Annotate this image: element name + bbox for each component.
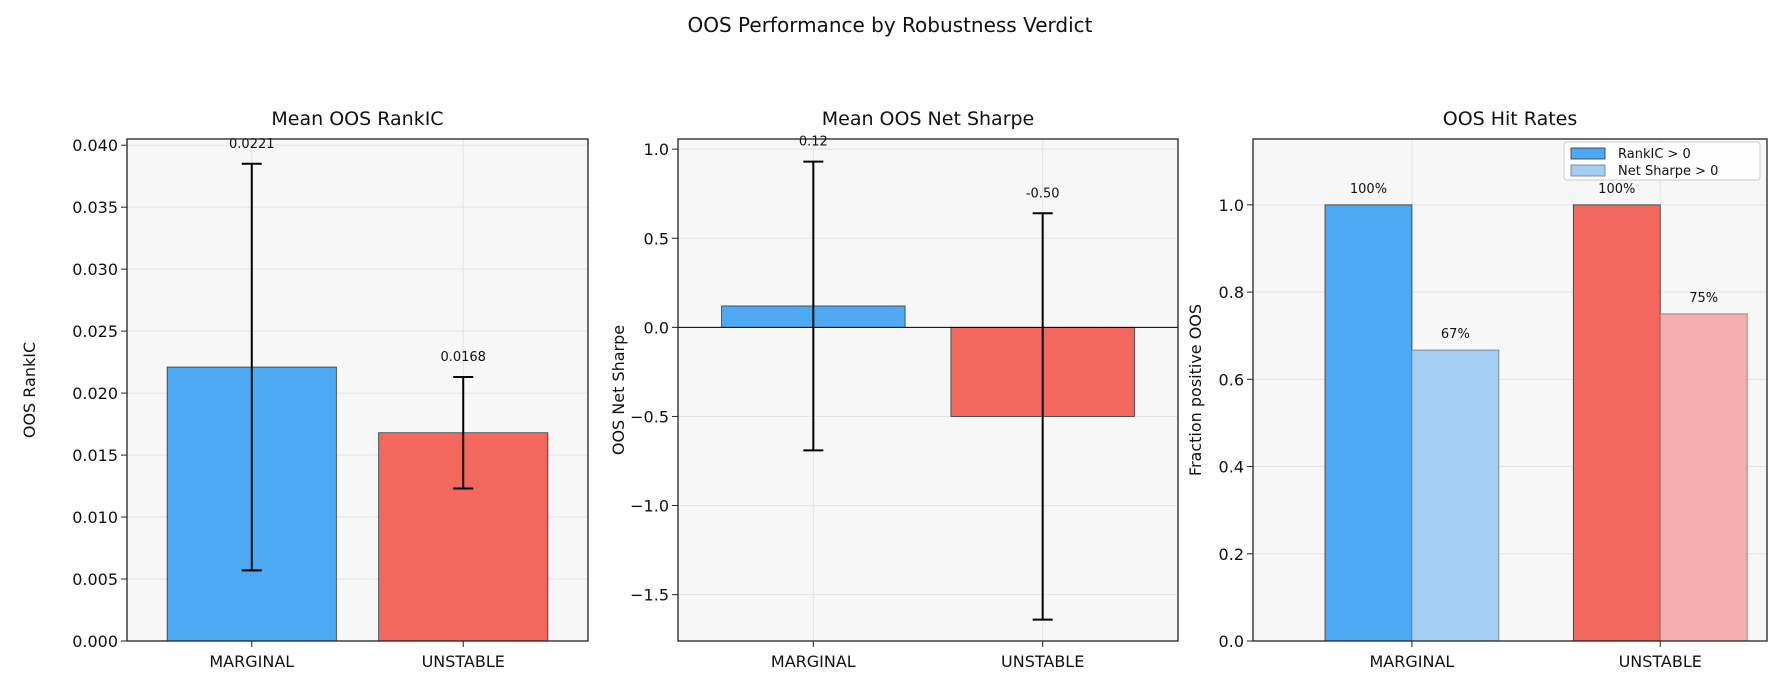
bar-marginal-series-1 (1324, 204, 1413, 642)
x-tick-label: MARGINAL (1370, 652, 1455, 671)
bar-marginal-series-2 (1411, 349, 1500, 642)
y-tick-label: −1.5 (630, 586, 669, 605)
y-tick-label: 0.020 (72, 384, 118, 403)
data-label: 100% (1598, 182, 1635, 197)
y-tick-label: 1.0 (644, 140, 669, 159)
y-axis-label: OOS RankIC (20, 342, 39, 438)
legend-swatch (1570, 164, 1606, 177)
data-label: -0.50 (1026, 186, 1060, 201)
panel-3: 100% 100% 67% 75% RankIC > 0 Net Sharpe > 0 0.… (1186, 108, 1768, 671)
subplot-title: OOS Hit Rates (1443, 108, 1578, 130)
data-label: 75% (1689, 291, 1718, 306)
y-tick-label: 0.040 (72, 136, 118, 155)
legend-label: RankIC > 0 (1618, 147, 1691, 162)
figure-title: OOS Performance by Robustness Verdict (688, 13, 1093, 37)
data-label: 0.0221 (229, 137, 275, 152)
y-tick-label: 0.0 (1219, 632, 1244, 651)
x-tick-label: UNSTABLE (1001, 652, 1084, 671)
panel-2: 0.12 -0.50 −1.5 −1.0 −0.5 0.0 0.5 1.0 MARGINAL UN… (609, 108, 1179, 671)
y-axis-label: OOS Net Sharpe (609, 325, 628, 455)
y-tick-label: −1.0 (630, 497, 669, 516)
bar-unstable-series-1 (1572, 204, 1661, 642)
y-tick-label: 0.0 (644, 318, 669, 337)
axes-frame (677, 138, 1179, 642)
y-tick-label: 1.0 (1219, 196, 1244, 215)
x-tick-label: UNSTABLE (1619, 652, 1702, 671)
y-tick-label: 0.8 (1219, 283, 1244, 302)
data-label: 0.12 (799, 135, 828, 150)
y-tick-label: 0.6 (1219, 370, 1244, 389)
y-tick-label: 0.4 (1219, 458, 1244, 477)
y-tick-label: 0.2 (1219, 545, 1244, 564)
legend (1563, 141, 1761, 181)
y-tick-label: 0.5 (644, 229, 669, 248)
y-tick-label: 0.015 (72, 446, 118, 465)
x-tick-label: UNSTABLE (422, 652, 505, 671)
x-tick-label: MARGINAL (209, 652, 294, 671)
subplot-title: Mean OOS Net Sharpe (822, 108, 1035, 130)
panel-1: 0.0221 0.0168 0.000 0.005 0.010 0.015 0.020 0.0… (20, 108, 589, 671)
y-tick-label: 0.025 (72, 322, 118, 341)
bar-unstable-series-2 (1659, 313, 1748, 642)
data-label: 67% (1441, 327, 1470, 342)
data-label: 100% (1350, 182, 1387, 197)
data-label: 0.0168 (440, 350, 486, 365)
y-axis-label: Fraction positive OOS (1186, 304, 1205, 476)
subplot-title: Mean OOS RankIC (271, 108, 443, 130)
y-tick-label: 0.010 (72, 508, 118, 527)
y-tick-label: 0.005 (72, 570, 118, 589)
axes-frame (126, 138, 589, 642)
y-tick-label: 0.000 (72, 632, 118, 651)
y-tick-label: 0.035 (72, 198, 118, 217)
axes-frame (1252, 138, 1768, 642)
y-tick-label: 0.030 (72, 260, 118, 279)
legend-swatch (1570, 147, 1606, 160)
x-tick-label: MARGINAL (771, 652, 856, 671)
legend-label: Net Sharpe > 0 (1618, 164, 1718, 179)
y-tick-label: −0.5 (630, 407, 669, 426)
